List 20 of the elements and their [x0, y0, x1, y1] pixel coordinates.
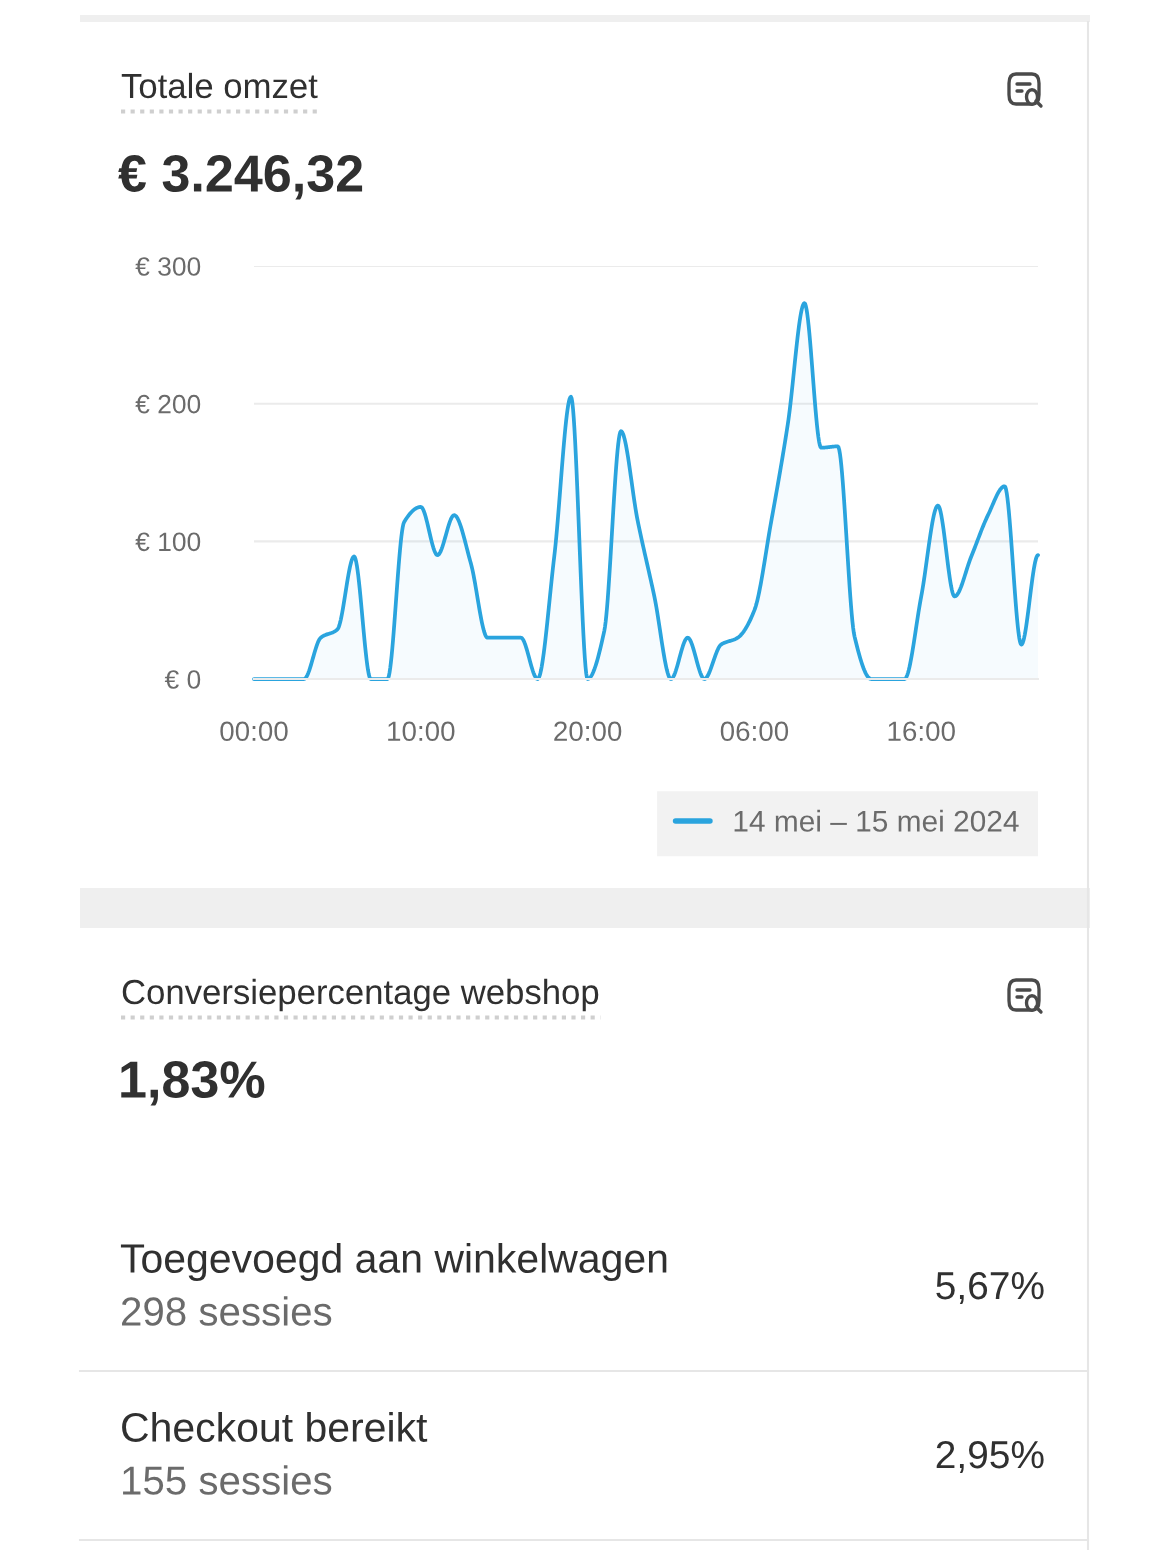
x-tick-label: 10:00	[388, 721, 455, 742]
text: Toegevoegd aan winkelwagen	[120, 1242, 667, 1282]
x-tick-label: 00:00	[220, 721, 288, 742]
text: 155 sessies	[123, 1465, 332, 1495]
text: Conversiepercentage webshop	[122, 978, 599, 1012]
y-tick-label: € 200	[135, 394, 201, 414]
y-tick-label: € 100	[135, 532, 201, 552]
x-tick-label: 06:00	[720, 721, 789, 742]
y-tick-label: € 0	[164, 670, 201, 689]
chart-subtitle: € 3.246,32	[118, 155, 363, 200]
text: Checkout bereikt	[122, 1411, 428, 1442]
chart-title: Totale omzet	[121, 72, 318, 99]
x-tick-label: 20:00	[554, 721, 622, 742]
y-tick-label: € 300	[135, 257, 201, 276]
text: 298 sessies	[122, 1296, 332, 1326]
text: 2,95%	[936, 1440, 1044, 1474]
text: 5,67%	[936, 1271, 1044, 1305]
x-tick-label: 16:00	[888, 721, 955, 742]
legend-label: 14 mei – 15 mei 2024	[734, 809, 1019, 832]
text: 1,83%	[121, 1061, 265, 1106]
